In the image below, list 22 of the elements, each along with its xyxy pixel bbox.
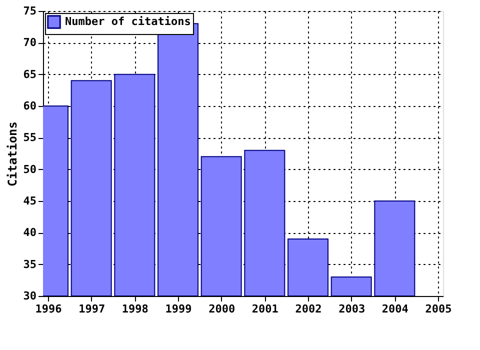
y-tick-label: 40	[23, 226, 36, 240]
y-tick-label: 35	[23, 258, 36, 271]
y-tick-label: 50	[23, 162, 36, 176]
x-tick-label: 1996	[35, 302, 62, 316]
x-tick-label: 2005	[425, 302, 452, 316]
y-tick-label: 65	[23, 68, 36, 81]
x-tick-label: 2001	[252, 302, 279, 316]
x-tick-label: 1998	[122, 302, 148, 316]
x-tick-label: 2002	[295, 302, 322, 316]
x-tick-label: 1997	[78, 302, 106, 316]
y-tick-label: 55	[23, 131, 36, 144]
x-tick-label: 2000	[208, 302, 236, 316]
x-tick-label: 2004	[382, 302, 409, 316]
y-tick-label: 45	[23, 194, 36, 208]
y-tick-label: 75	[23, 4, 36, 18]
legend-label: Number of citations	[65, 15, 191, 28]
y-tick-label: 70	[23, 36, 36, 50]
y-tick-label: 60	[23, 100, 36, 112]
y-tick-label: 30	[23, 290, 36, 302]
x-tick-label: 2003	[338, 302, 366, 316]
x-tick-label: 1999	[165, 302, 192, 316]
y-axis-title: Citations	[5, 121, 20, 187]
